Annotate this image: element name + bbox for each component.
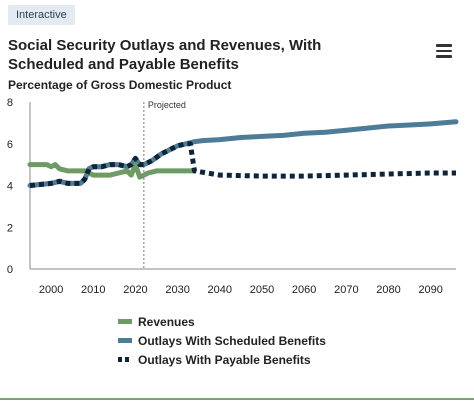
x-tick-label: 2050 bbox=[250, 284, 274, 296]
projected-annotation: Projected bbox=[148, 100, 186, 110]
x-tick-label: 2020 bbox=[123, 284, 147, 296]
x-tick-label: 2080 bbox=[376, 284, 400, 296]
menu-line bbox=[436, 55, 452, 58]
interactive-badge: Interactive bbox=[8, 5, 75, 25]
legend-item[interactable]: Revenues bbox=[118, 313, 326, 332]
x-tick-label: 2010 bbox=[81, 284, 105, 296]
legend-label: Outlays With Scheduled Benefits bbox=[138, 334, 326, 348]
legend-label: Revenues bbox=[138, 315, 195, 329]
menu-line bbox=[436, 49, 452, 52]
y-tick-label: 2 bbox=[7, 222, 13, 234]
menu-line bbox=[436, 44, 452, 47]
legend-item[interactable]: Outlays With Payable Benefits bbox=[118, 351, 326, 370]
series-line-outlays-with-payable-benefits bbox=[29, 141, 456, 188]
chart-title: Social Security Outlays and Revenues, Wi… bbox=[8, 37, 322, 73]
legend-item[interactable]: Outlays With Scheduled Benefits bbox=[118, 332, 326, 351]
y-tick-label: 0 bbox=[7, 264, 13, 276]
legend-swatch bbox=[118, 357, 132, 363]
x-tick-label: 2090 bbox=[418, 284, 442, 296]
legend-swatch bbox=[118, 319, 132, 325]
x-tick-label: 2030 bbox=[165, 284, 189, 296]
x-tick-label: 2060 bbox=[292, 284, 316, 296]
legend-swatch bbox=[118, 338, 132, 344]
y-tick-label: 4 bbox=[7, 181, 13, 193]
chart-subtitle: Percentage of Gross Domestic Product bbox=[8, 78, 232, 92]
x-tick-label: 2070 bbox=[334, 284, 358, 296]
y-tick-label: 8 bbox=[7, 97, 13, 109]
x-tick-label: 2040 bbox=[208, 284, 232, 296]
chart-legend: Revenues Outlays With Scheduled Benefits O… bbox=[118, 313, 326, 370]
y-tick-label: 6 bbox=[7, 139, 13, 151]
series-line-revenues bbox=[27, 162, 197, 180]
x-tick-label: 2000 bbox=[39, 284, 63, 296]
hamburger-menu-icon[interactable] bbox=[436, 44, 452, 58]
line-chart: 0 2 4 6 8 2000 2010 2020 2030 2040 2050 2060 2070 208… bbox=[7, 97, 459, 296]
legend-label: Outlays With Payable Benefits bbox=[138, 353, 311, 367]
bottom-divider bbox=[0, 398, 474, 400]
